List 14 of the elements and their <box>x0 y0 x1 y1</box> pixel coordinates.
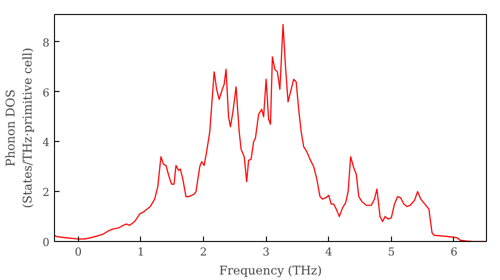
x-tick-label: 0 <box>74 246 82 258</box>
y-tick-label: 4 <box>42 136 50 150</box>
x-tick-label: 2 <box>200 246 208 258</box>
x-tick-label: 6 <box>450 246 458 258</box>
y-tick-label: 2 <box>42 186 50 200</box>
x-tick-label: 3 <box>262 246 270 258</box>
y-tick-label: 8 <box>42 36 50 50</box>
x-tick-label: 4 <box>325 246 332 258</box>
x-tick-label: 1 <box>137 246 144 258</box>
y-tick-label: 0 <box>42 236 50 249</box>
x-axis-title: Frequency (THz) <box>219 264 322 278</box>
y-tick-label: 6 <box>42 86 50 100</box>
y-axis-title: Phonon DOS (States/THz·primitive cell) <box>4 48 34 208</box>
x-tick-label: 5 <box>388 246 395 258</box>
